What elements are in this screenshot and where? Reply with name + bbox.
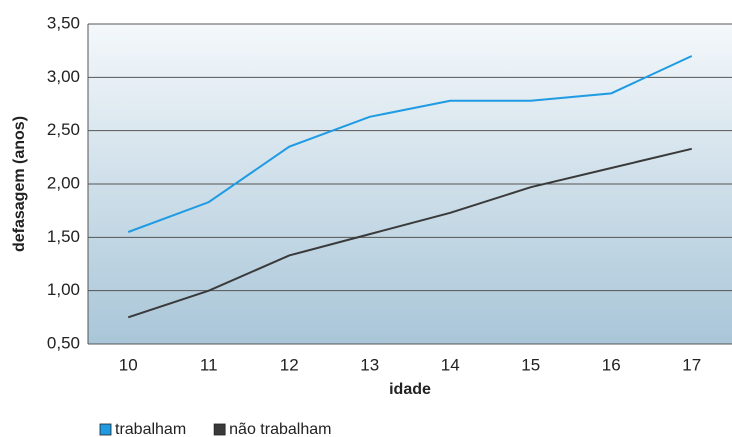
series-line <box>127 147 692 319</box>
legend-label: não trabalham <box>229 421 331 437</box>
x-tick-label: 12 <box>280 355 299 374</box>
y-tick-label: 3,50 <box>47 13 80 32</box>
x-tick-label: 10 <box>119 355 138 374</box>
x-tick-label: 15 <box>521 355 540 374</box>
x-tick-label: 14 <box>441 355 460 374</box>
y-axis-title: defasagem (anos) <box>11 116 28 252</box>
legend-swatch <box>213 423 226 436</box>
x-tick-label: 16 <box>602 355 621 374</box>
y-tick-label: 0,50 <box>47 333 80 352</box>
y-tick-label: 1,50 <box>47 227 80 246</box>
y-tick-label: 2,50 <box>47 120 80 139</box>
x-tick-label: 13 <box>360 355 379 374</box>
y-tick-label: 3,00 <box>47 67 80 86</box>
y-tick-label: 2,00 <box>47 173 80 192</box>
x-tick-label: 17 <box>682 355 701 374</box>
series-line <box>127 55 693 233</box>
y-tick-label: 1,00 <box>47 280 80 299</box>
legend-swatch <box>99 423 112 436</box>
x-axis-title: idade <box>389 381 431 398</box>
x-tick-label: 11 <box>200 355 218 374</box>
legend-label: trabalham <box>115 421 186 437</box>
